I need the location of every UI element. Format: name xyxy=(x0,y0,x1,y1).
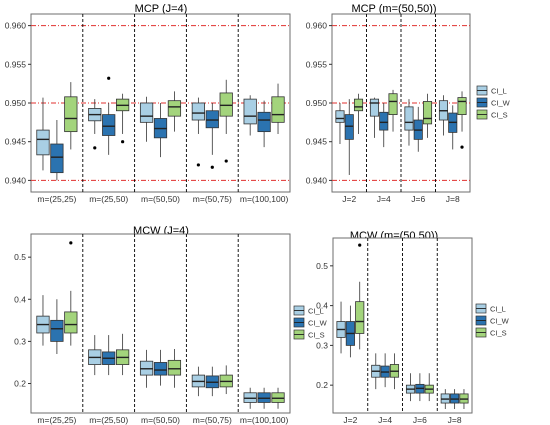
p2-outlier-3-CI_S-0 xyxy=(460,145,464,149)
p1-box-2-CI_L xyxy=(139,102,154,123)
p3-box-0-CI_S xyxy=(64,311,78,334)
p3-panel: 0.2 0.3 0.4 0.5 m=(25,25) m=(25,50) m=(50,50) m… xyxy=(14,233,328,425)
p3-legend: CI_L CI_W CI_S xyxy=(293,305,328,340)
p3-xtick-label-3: m=(50,75) xyxy=(193,415,232,425)
p1-xtick-label-0: m=(25,25) xyxy=(37,194,76,204)
p1-box-0-CI_W xyxy=(50,143,64,174)
p1-ytick-label-0: 0.940 xyxy=(5,175,27,185)
p2-legend-label-CI_W: CI_W xyxy=(491,99,511,108)
p2-box-1-CI_S xyxy=(388,93,398,116)
p2-xtick-label-3: J=8 xyxy=(446,194,460,204)
p2-legend-label-CI_L: CI_L xyxy=(491,87,507,96)
p4-legend-label-CI_S: CI_S xyxy=(490,329,507,338)
p2-box-1-CI_L xyxy=(369,98,380,117)
p3-box-2-CI_S xyxy=(167,359,182,376)
p1-box-3-CI_L xyxy=(191,102,205,121)
p1-outlier-3-CI_W-0 xyxy=(210,165,214,169)
p1-outlier-3-CI_L-0 xyxy=(196,163,200,167)
p1-box-1-CI_W xyxy=(102,114,116,136)
p4-legend-label-CI_W: CI_W xyxy=(490,317,510,326)
p1-title: MCP (J=4) xyxy=(135,3,188,15)
p2-box-0-CI_W xyxy=(344,114,354,140)
p1-panel: 0.940 0.945 0.950 0.955 0.960 m=(25,25) m=(25,… xyxy=(5,13,291,204)
p1-outlier-1-CI_L-0 xyxy=(93,146,97,150)
p1-box-0-CI_S xyxy=(64,96,78,133)
p4-panel: 0.2 0.3 0.4 0.5 J=2 J=4 J=6 J=8 CI_L CI_W CI_S xyxy=(316,237,510,425)
p4-outlier-0-CI_S-0 xyxy=(358,243,362,247)
p4-xtick-label-0: J=2 xyxy=(343,415,357,425)
p2-title: MCP (m=(50,50)) xyxy=(351,3,436,15)
p2-ytick-label-2: 0.950 xyxy=(306,98,328,108)
p2-box-0-CI_L xyxy=(335,110,345,123)
p4-legend-label-CI_L: CI_L xyxy=(490,305,506,314)
p2-xtick-label-0: J=2 xyxy=(342,194,356,204)
p2-ytick-label-0: 0.940 xyxy=(306,175,328,185)
p3-legend-label-CI_L: CI_L xyxy=(308,307,324,316)
p3-ytick-label-2: 0.4 xyxy=(14,294,26,304)
p2-box-0-CI_S xyxy=(353,98,364,112)
p1-box-2-CI_S xyxy=(167,100,182,117)
p4-ytick-label-3: 0.5 xyxy=(316,261,328,271)
p1-box-3-CI_W xyxy=(205,110,219,129)
p4-ytick-label-1: 0.3 xyxy=(316,340,328,350)
p1-ytick-label-1: 0.945 xyxy=(5,137,27,147)
p4-ytick-label-2: 0.4 xyxy=(316,301,328,311)
p3-xtick-label-1: m=(25,50) xyxy=(89,415,128,425)
p1-outlier-1-CI_S-0 xyxy=(121,140,125,144)
p1-ytick-label-3: 0.955 xyxy=(5,59,27,69)
p1-xtick-label-4: m=(100,100) xyxy=(240,194,289,204)
p2-xtick-label-1: J=4 xyxy=(377,194,391,204)
p3-ytick-label-1: 0.3 xyxy=(14,336,26,346)
p1-outlier-1-CI_W-0 xyxy=(107,76,111,80)
p3-outlier-0-CI_S-0 xyxy=(69,241,73,245)
p3-xtick-label-2: m=(50,50) xyxy=(141,415,180,425)
p4-ytick-label-0: 0.2 xyxy=(316,380,328,390)
p4-xtick-label-1: J=4 xyxy=(378,415,392,425)
p2-legend-label-CI_S: CI_S xyxy=(491,111,508,120)
p2-box-2-CI_L xyxy=(404,106,414,131)
p2-legend: CI_L CI_W CI_S xyxy=(476,85,511,120)
p1-xtick-label-1: m=(25,50) xyxy=(89,194,128,204)
p3-box-0-CI_W xyxy=(50,319,64,342)
p1-box-4-CI_W xyxy=(257,111,271,133)
p4-legend: CI_L CI_W CI_S xyxy=(475,303,510,338)
p3-xtick-label-4: m=(100,100) xyxy=(240,415,289,425)
p3-legend-label-CI_S: CI_S xyxy=(308,331,325,340)
p3-ytick-label-0: 0.2 xyxy=(14,379,26,389)
p3-box-2-CI_W xyxy=(153,362,168,376)
p1-xtick-label-2: m=(50,50) xyxy=(141,194,180,204)
p2-panel: 0.940 0.945 0.950 0.955 0.960 J=2 J=4 J=6 J=8 CI_… xyxy=(306,13,511,204)
p2-box-3-CI_S xyxy=(457,97,467,116)
p2-box-2-CI_S xyxy=(422,101,433,125)
p2-xtick-label-2: J=6 xyxy=(411,194,425,204)
p3-ytick-label-3: 0.5 xyxy=(14,252,26,262)
p2-ytick-label-3: 0.955 xyxy=(306,59,328,69)
p4-xtick-label-2: J=6 xyxy=(413,415,427,425)
p1-ytick-label-4: 0.960 xyxy=(5,21,27,31)
p1-box-0-CI_L xyxy=(36,129,50,156)
p2-ytick-label-1: 0.945 xyxy=(306,137,328,147)
p1-box-4-CI_S xyxy=(271,96,285,123)
p2-box-1-CI_W xyxy=(379,111,389,131)
p3-legend-label-CI_W: CI_W xyxy=(308,319,328,328)
p1-box-4-CI_L xyxy=(243,98,257,125)
p2-ytick-label-4: 0.960 xyxy=(306,21,328,31)
p3-xtick-label-0: m=(25,25) xyxy=(37,415,76,425)
p4-xtick-label-3: J=8 xyxy=(448,415,462,425)
p4-box-0-CI_S xyxy=(355,301,365,334)
p1-ytick-label-2: 0.950 xyxy=(5,98,27,108)
p1-box-3-CI_S xyxy=(219,92,233,117)
p1-xtick-label-3: m=(50,75) xyxy=(193,194,232,204)
p1-outlier-3-CI_S-0 xyxy=(224,159,228,163)
